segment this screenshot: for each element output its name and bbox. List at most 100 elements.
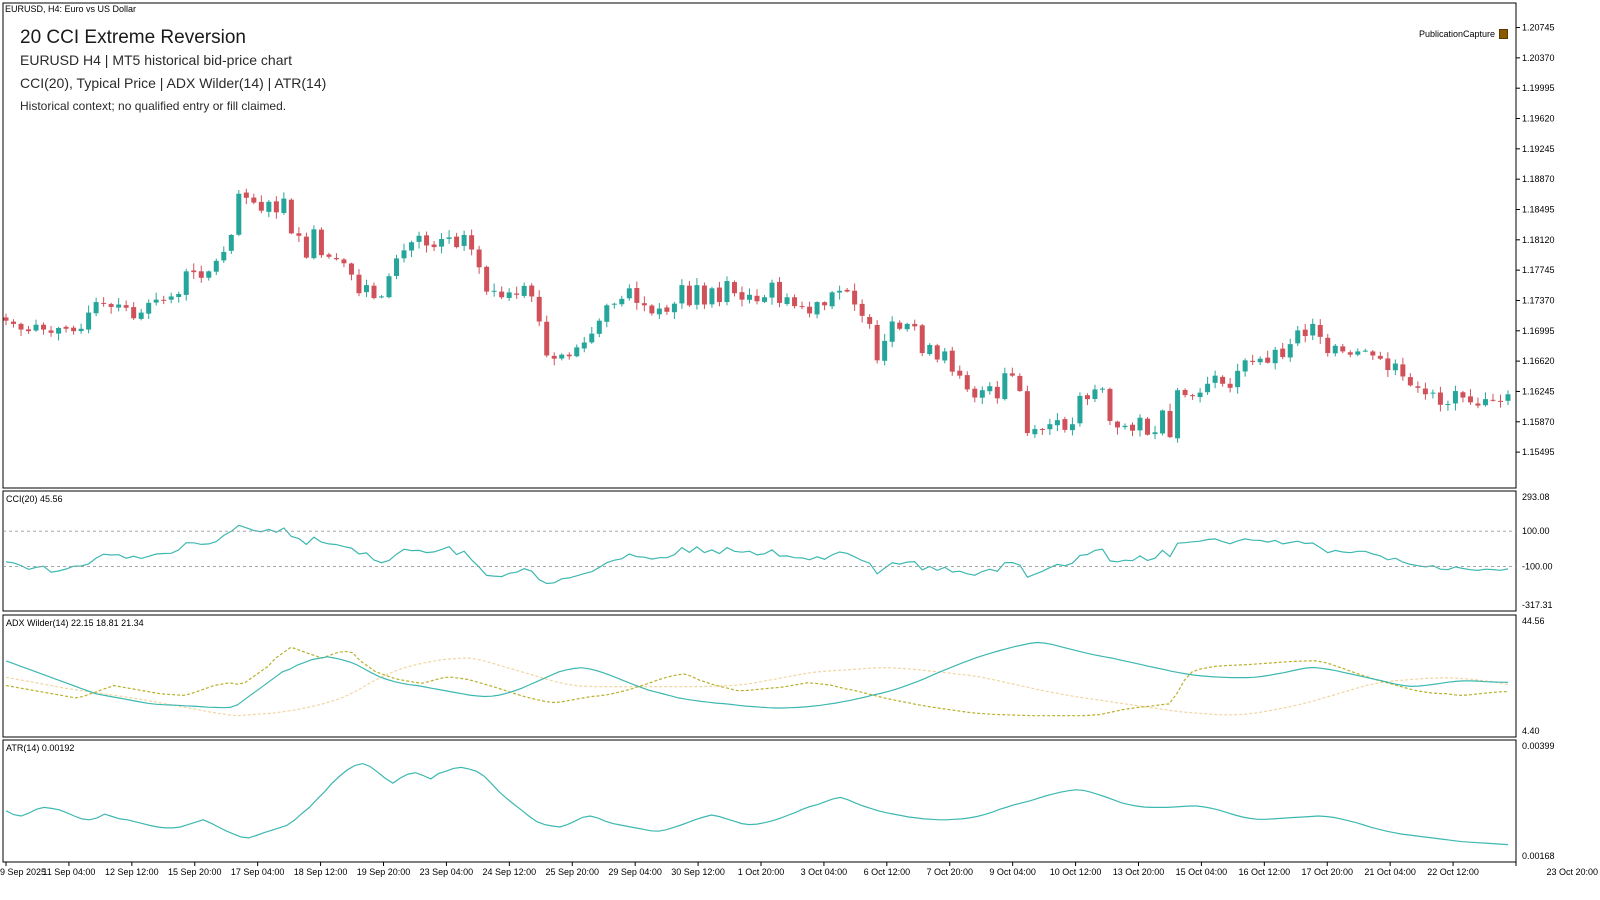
candle-body: [544, 321, 550, 356]
candle-body: [769, 282, 775, 298]
candle-body: [1205, 383, 1211, 393]
candle: [236, 190, 242, 237]
time-axis-label: 12 Sep 12:00: [105, 867, 159, 877]
candle-body: [191, 270, 197, 273]
candle-body: [619, 298, 625, 305]
candle: [1205, 376, 1211, 395]
candle-body: [161, 299, 167, 301]
candle: [777, 277, 783, 308]
candle-body: [987, 386, 993, 392]
candle-body: [123, 305, 129, 308]
candle-body: [469, 235, 475, 250]
time-axis-label: 3 Oct 04:00: [801, 867, 848, 877]
candle-body: [919, 325, 925, 354]
time-axis-label: 15 Sep 20:00: [168, 867, 222, 877]
candle-body: [78, 328, 84, 332]
candle: [11, 319, 17, 328]
candle: [1190, 393, 1196, 400]
candle-body: [656, 308, 662, 315]
candle: [1505, 390, 1511, 406]
candle: [1280, 342, 1286, 360]
candle: [63, 325, 69, 333]
candle-body: [146, 302, 152, 314]
candle: [844, 287, 850, 293]
candle: [1047, 418, 1053, 435]
cci-axis-label: -317.31: [1522, 600, 1553, 610]
publication-capture-label[interactable]: PublicationCapture: [1419, 29, 1508, 39]
candle: [18, 322, 24, 337]
price-axis-label: 1.19245: [1522, 144, 1555, 154]
price-axis-label: 1.16245: [1522, 386, 1555, 396]
candle-body: [807, 306, 813, 314]
candle: [454, 232, 460, 249]
candle: [754, 289, 760, 305]
candle-body: [11, 321, 17, 324]
candle-body: [251, 197, 257, 203]
candle: [491, 283, 497, 297]
candle: [123, 300, 129, 312]
candle: [1032, 425, 1038, 438]
candle-body: [26, 329, 32, 332]
candle: [1317, 319, 1323, 345]
candle: [1062, 416, 1068, 433]
candle: [1475, 397, 1481, 409]
candle-body: [724, 281, 730, 303]
candle-body: [1092, 389, 1098, 399]
time-axis-label: 10 Oct 12:00: [1050, 867, 1102, 877]
candle: [1445, 400, 1451, 411]
candle-body: [754, 295, 760, 302]
candle: [281, 192, 287, 215]
candle: [1137, 414, 1143, 437]
candle-body: [1039, 428, 1045, 430]
candle: [1407, 373, 1413, 387]
candle-body: [1114, 421, 1120, 428]
candle-body: [326, 254, 332, 257]
candle: [424, 231, 430, 253]
candle-body: [409, 242, 415, 251]
candle-body: [446, 237, 452, 239]
candle-body: [949, 350, 955, 372]
candle-body: [566, 354, 572, 357]
time-axis-label: 13 Oct 20:00: [1113, 867, 1165, 877]
candle: [964, 371, 970, 392]
candle: [1114, 420, 1120, 435]
candle-body: [1430, 392, 1436, 394]
price-axis-label: 1.15495: [1522, 447, 1555, 457]
time-axis-label: 9 Sep 2025: [0, 867, 46, 877]
time-axis-label: 16 Oct 12:00: [1239, 867, 1291, 877]
candle-body: [1047, 424, 1053, 430]
candle-body: [379, 296, 384, 298]
candle: [724, 276, 730, 306]
candle: [994, 381, 1000, 404]
candle: [1362, 348, 1368, 353]
candle: [183, 268, 189, 301]
candle: [619, 295, 625, 307]
candle: [33, 319, 39, 332]
candle-body: [867, 317, 873, 324]
candle: [333, 253, 339, 261]
price-axis-label: 1.18120: [1522, 235, 1555, 245]
candle-body: [1167, 410, 1173, 438]
candle-body: [1325, 337, 1331, 354]
price-axis-label: 1.20745: [1522, 23, 1555, 33]
candle-body: [611, 303, 617, 305]
candle-body: [1287, 344, 1293, 358]
candle: [1272, 346, 1278, 370]
candle: [716, 281, 722, 307]
candle-body: [529, 285, 535, 297]
adx-pane-frame: [2, 614, 1517, 738]
time-axis-label: 22 Oct 12:00: [1427, 867, 1479, 877]
candle-body: [371, 285, 377, 299]
candle: [431, 241, 437, 252]
candle: [146, 299, 152, 319]
candle-body: [183, 271, 189, 295]
publication-capture-text: PublicationCapture: [1418, 29, 1495, 39]
candle: [198, 265, 204, 283]
candle-body: [454, 236, 460, 248]
candle-body: [41, 324, 47, 330]
candle-body: [356, 274, 362, 294]
candle: [93, 297, 99, 317]
candle: [1175, 387, 1181, 443]
candle-body: [1400, 364, 1406, 377]
candle-body: [1415, 386, 1421, 388]
